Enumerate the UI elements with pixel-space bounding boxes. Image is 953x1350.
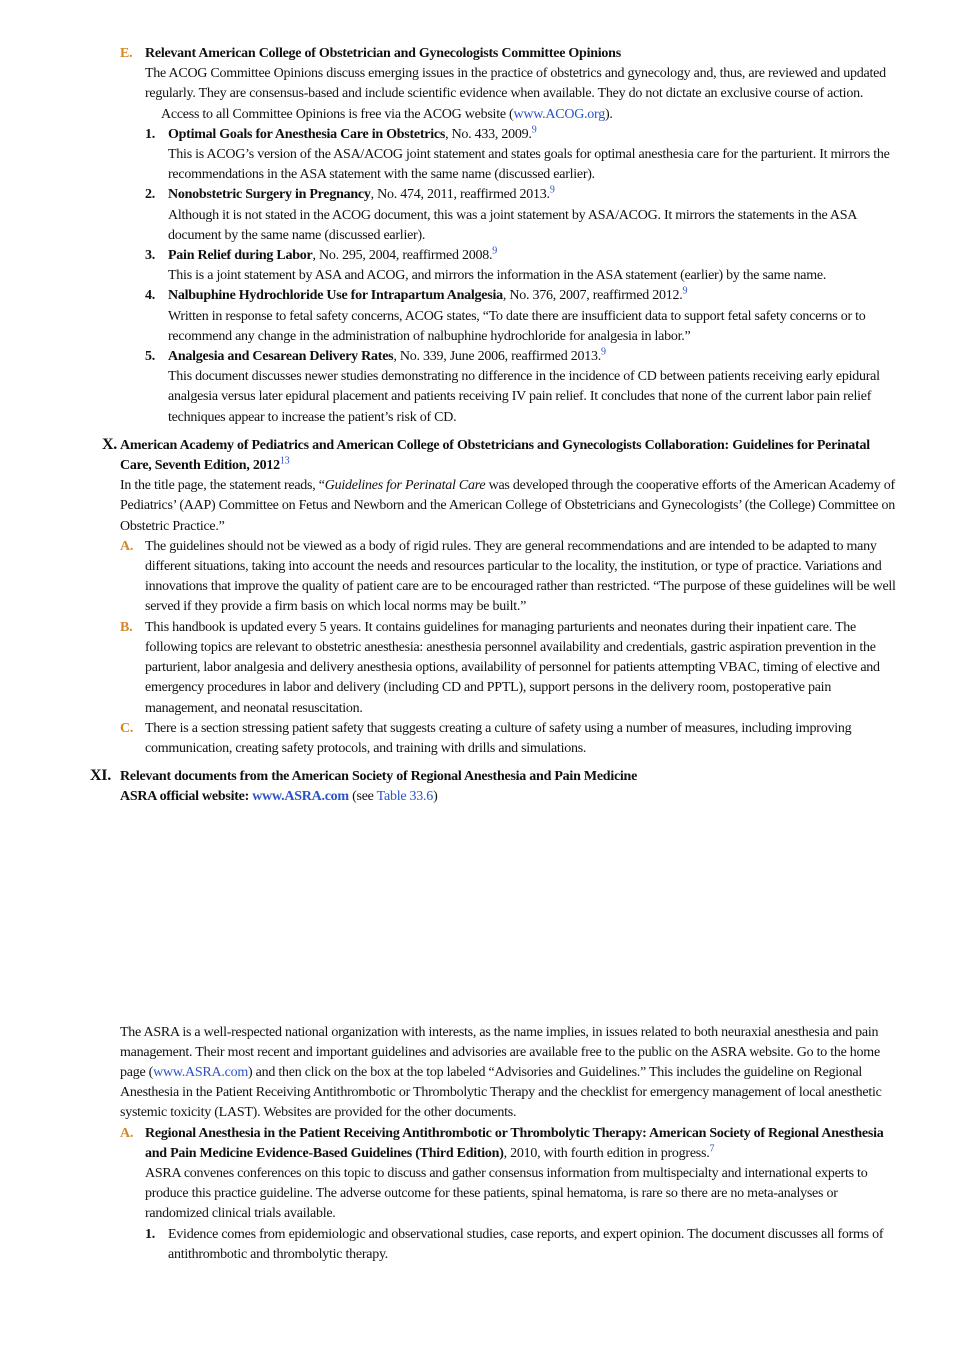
list-item: 4. Nalbuphine Hydrochloride Use for Intra…	[145, 285, 900, 347]
link[interactable]: www.ASRA.com	[252, 789, 349, 805]
paragraph: This is ACOG’s version of the ASA/ACOG j…	[168, 147, 890, 183]
text: , No. 433, 2009.	[445, 126, 532, 142]
heading: Relevant documents from the American Soc…	[120, 769, 638, 785]
number: 4.	[145, 288, 155, 304]
paragraph: ASRA convenes conferences on this topic …	[145, 1165, 868, 1222]
paragraph: The ASRA is a well-respected national or…	[120, 1023, 902, 1124]
paragraph: Although it is not stated in the ACOG do…	[168, 207, 857, 243]
text: Evidence comes from epidemiologic and ob…	[168, 1226, 884, 1262]
section-e: E. Relevant American College of Obstetri…	[120, 44, 900, 428]
list-item: 3. Pain Relief during Labor, No. 295, 200…	[145, 245, 900, 286]
paragraph: Written in response to fetal safety conc…	[168, 308, 866, 344]
list-item: B. This handbook is updated every 5 years…	[120, 618, 902, 719]
reference[interactable]: 9	[492, 245, 497, 257]
number: 1.	[145, 126, 155, 142]
number: 1.	[145, 1226, 155, 1242]
text: The ASRA is a well-respected national or…	[120, 1024, 880, 1080]
heading: Relevant American College of Obstetricia…	[145, 46, 621, 61]
text: , 2010, with fourth edition in progress.	[503, 1145, 710, 1161]
text: , No. 474, 2011, reaffirmed 2013.	[370, 187, 550, 203]
list-item: A. The guidelines should not be viewed as…	[120, 537, 902, 618]
text: This handbook is updated every 5 years. …	[145, 619, 880, 716]
number: 5.	[145, 349, 155, 365]
list: 1. Optimal Goals for Anesthesia Care in O…	[145, 125, 900, 428]
reference[interactable]: 9	[549, 184, 555, 196]
text: , No. 376, 2007, reaffirmed 2012.	[502, 288, 683, 304]
item-title: Optimal Goals for Anesthesia Care in Obs…	[168, 126, 446, 142]
reference[interactable]: 13	[279, 455, 290, 467]
list-item: 2. Nonobstetric Surgery in Pregnancy, No.…	[145, 184, 900, 246]
text: was developed through the cooperative ef…	[120, 478, 895, 534]
number: 3.	[145, 248, 155, 264]
section-x: X. American Academy of Pediatrics and Am…	[102, 436, 902, 759]
text: )	[433, 789, 438, 805]
list: A. The guidelines should not be viewed as…	[120, 537, 902, 759]
reference[interactable]: 9	[531, 124, 537, 136]
paragraph: The ACOG Committee Opinions discuss emer…	[145, 66, 886, 102]
paragraph: Access to all Committee Opinions is free…	[145, 105, 900, 125]
item-title: Pain Relief during Labor	[168, 248, 313, 264]
text: Guidelines for Perinatal Care	[324, 478, 486, 494]
text: , No. 339, June 2006, reaffirmed 2013.	[393, 349, 601, 365]
paragraph: In the title page, the statement reads, …	[120, 476, 902, 537]
marker: B.	[120, 619, 133, 635]
spacer	[120, 808, 902, 1023]
marker: X.	[102, 435, 118, 453]
text: ).	[604, 106, 613, 122]
marker: XI.	[90, 767, 112, 785]
text: There is a section stressing patient saf…	[145, 720, 852, 756]
marker: E.	[120, 46, 133, 61]
heading: Regional Anesthesia in the Patient Recei…	[145, 1125, 884, 1161]
link[interactable]: Table 33.6	[376, 789, 434, 805]
reference[interactable]: 7	[709, 1143, 715, 1155]
paragraph: This document discusses newer studies de…	[168, 369, 880, 425]
reference[interactable]: 9	[682, 285, 688, 297]
item-title: Analgesia and Cesarean Delivery Rates	[168, 349, 394, 365]
subsection-a: A. Regional Anesthesia in the Patient Re…	[120, 1124, 902, 1265]
paragraph: This is a joint statement by ASA and ACO…	[168, 268, 827, 284]
heading: American Academy of Pediatrics and Ameri…	[120, 437, 870, 474]
link[interactable]: www.ASRA.com	[153, 1064, 248, 1080]
reference[interactable]: 9	[600, 346, 606, 358]
marker: C.	[120, 720, 134, 736]
text: Access to all Committee Opinions is free…	[161, 106, 514, 122]
list-item: C. There is a section stressing patient s…	[120, 719, 902, 759]
text: , No. 295, 2004, reaffirmed 2008.	[312, 248, 493, 264]
text: (see	[348, 789, 377, 805]
item-title: Nalbuphine Hydrochloride Use for Intrapa…	[168, 288, 503, 304]
text: ASRA official website:	[120, 789, 253, 805]
marker: A.	[120, 1125, 134, 1141]
marker: A.	[120, 538, 134, 554]
number: 2.	[145, 187, 155, 203]
list-item: 5. Analgesia and Cesarean Delivery Rates,…	[145, 346, 900, 428]
item-title: Nonobstetric Surgery in Pregnancy	[168, 187, 371, 203]
list-item: 1. Optimal Goals for Anesthesia Care in O…	[145, 124, 900, 186]
link[interactable]: www.ACOG.org	[513, 106, 605, 122]
text: In the title page, the statement reads, …	[120, 478, 325, 494]
list-item: 1. Evidence comes from epidemiologic and…	[145, 1225, 902, 1265]
text: The guidelines should not be viewed as a…	[145, 538, 896, 615]
text: ) and then click on the box at the top l…	[120, 1064, 882, 1121]
section-xi: XI. Relevant documents from the American…	[90, 767, 902, 1265]
paragraph: ASRA official website: www.ASRA.com (see…	[120, 787, 902, 807]
